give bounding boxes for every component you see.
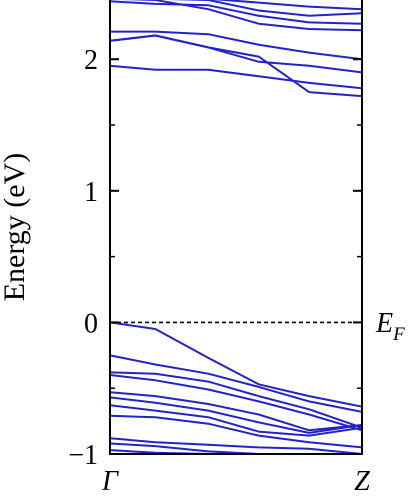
fermi-label-sub: F — [392, 324, 405, 345]
band-line-15 — [110, 404, 362, 437]
labels-layer: −1 0 1 2 Γ Z — [68, 45, 370, 497]
band-line-10 — [110, 354, 362, 413]
band-line-11 — [110, 371, 362, 429]
band-line-14 — [110, 396, 362, 434]
band-line-18 — [110, 442, 362, 454]
band-line-16 — [110, 414, 362, 449]
band-line-19 — [110, 449, 362, 454]
y-tick-label: −1 — [68, 440, 98, 471]
y-tick-label: 0 — [84, 308, 98, 339]
band-line-13 — [110, 391, 362, 432]
fermi-label-main: E — [375, 308, 393, 339]
x-tick-label: Z — [354, 466, 370, 497]
y-tick-label: 1 — [84, 177, 98, 208]
plot-frame — [109, 0, 363, 455]
bands-layer — [110, 0, 362, 454]
ticks-layer — [110, 58, 362, 455]
y-axis-title: Energy (eV) — [0, 153, 31, 302]
band-line-8 — [110, 34, 362, 98]
band-line-1 — [110, 0, 362, 25]
band-line-4 — [120, 0, 362, 32]
band-line-5 — [110, 30, 362, 61]
band-line-2 — [212, 0, 362, 11]
band-line-12 — [110, 374, 362, 432]
fermi-level-label: EF — [375, 308, 405, 345]
band-line-9 — [110, 321, 362, 408]
band-line-3 — [167, 0, 362, 17]
band-line-7 — [110, 64, 362, 90]
x-tick-label: Γ — [101, 466, 119, 497]
band-line-17 — [110, 437, 362, 454]
y-tick-label: 2 — [84, 45, 98, 76]
